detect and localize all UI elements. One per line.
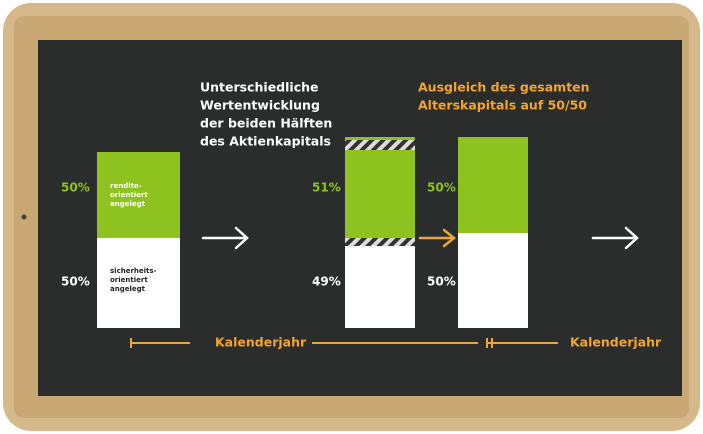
green-segment <box>345 137 415 238</box>
percent-label: 50% <box>61 275 90 289</box>
text-line: Wertentwicklung <box>200 98 320 113</box>
left-text: Unterschiedliche Wertentwicklung der bei… <box>200 80 332 149</box>
bottom-text: sicherheits- orientiert angelegt <box>110 267 157 293</box>
top-text: rendite- orientiert angelegt <box>110 182 148 208</box>
percent-label: 50% <box>61 181 90 195</box>
arrow <box>591 226 639 250</box>
white-segment <box>458 233 528 328</box>
text-line: der beiden Hälften <box>200 116 332 131</box>
timeline-label: Kalenderjahr <box>215 335 307 350</box>
green-segment <box>458 137 528 233</box>
text-line: sicherheits- <box>110 267 157 275</box>
timeline-label: Kalenderjahr <box>570 335 662 350</box>
text-line: Unterschiedliche <box>200 80 318 95</box>
percent-label: 51% <box>312 181 341 195</box>
text-line: des Aktienkapitals <box>200 134 331 149</box>
green-segment <box>97 152 180 238</box>
text-line: orientiert <box>110 191 148 199</box>
percent-label: 50% <box>427 275 456 289</box>
arrow <box>201 226 249 250</box>
percent-label: 50% <box>427 181 456 195</box>
timeline-lines <box>130 338 558 348</box>
percent-label: 49% <box>312 275 341 289</box>
text-line: rendite- <box>110 182 142 190</box>
text-line: angelegt <box>110 285 146 293</box>
white-segment <box>97 238 180 328</box>
text-line: Alterskapitals auf 50/50 <box>418 98 587 113</box>
text-line: Ausgleich des gesamten <box>418 80 590 95</box>
hatch <box>345 140 415 150</box>
hatch <box>345 238 415 246</box>
nail <box>21 214 27 220</box>
arrow <box>418 228 457 248</box>
white-segment <box>345 246 415 328</box>
text-line: angelegt <box>110 200 146 208</box>
arrows <box>201 226 639 250</box>
text-line: orientiert <box>110 276 148 284</box>
right-text: Ausgleich des gesamten Alterskapitals au… <box>418 80 590 113</box>
